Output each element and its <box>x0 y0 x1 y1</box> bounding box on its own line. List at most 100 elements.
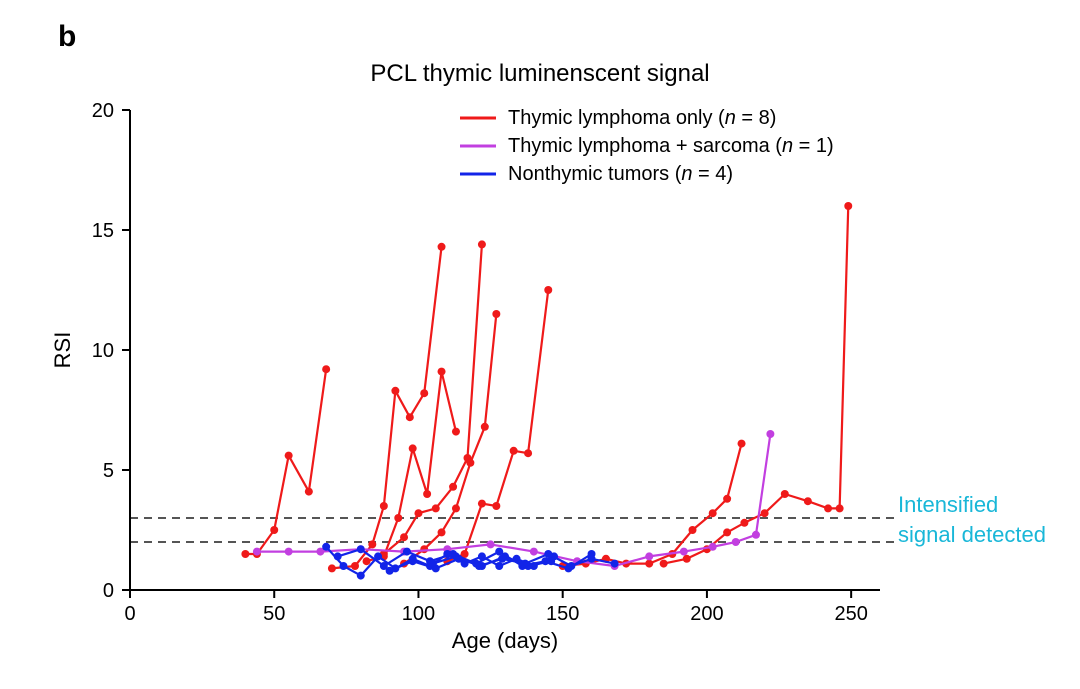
series-marker <box>452 504 460 512</box>
series-marker <box>495 562 503 570</box>
series-marker <box>510 447 518 455</box>
series-marker <box>492 310 500 318</box>
series-marker <box>423 490 431 498</box>
series-line <box>447 290 548 561</box>
series-marker <box>723 495 731 503</box>
series-marker <box>738 440 746 448</box>
series-marker <box>380 502 388 510</box>
legend-label: Thymic lymphoma only (n = 8) <box>508 107 776 129</box>
series-marker <box>305 488 313 496</box>
chart-svg: 0 50 100 150 200 250 0 5 10 15 20 Age (days) RSI Inte… <box>0 0 1080 689</box>
series-marker <box>544 550 552 558</box>
series-marker <box>409 444 417 452</box>
series-marker <box>752 531 760 539</box>
series-marker <box>420 545 428 553</box>
series-marker <box>680 548 688 556</box>
series-marker <box>438 528 446 536</box>
series-marker <box>723 528 731 536</box>
series-marker <box>363 557 371 565</box>
series-marker <box>709 543 717 551</box>
series-marker <box>709 509 717 517</box>
series-marker <box>391 387 399 395</box>
series-marker <box>781 490 789 498</box>
x-tick-label: 150 <box>546 603 579 625</box>
threshold-annotation: Intensified <box>898 492 998 517</box>
series-marker <box>432 504 440 512</box>
series-marker <box>357 572 365 580</box>
series-marker <box>740 519 748 527</box>
series-marker <box>452 552 460 560</box>
x-tick-label: 200 <box>690 603 723 625</box>
series-marker <box>836 504 844 512</box>
series-marker <box>530 548 538 556</box>
series-marker <box>409 557 417 565</box>
y-axis-label: RSI <box>50 332 75 369</box>
legend-label: Nonthymic tumors (n = 4) <box>508 163 733 185</box>
legend-label: Thymic lymphoma + sarcoma (n = 1) <box>508 135 834 157</box>
series-marker <box>475 562 483 570</box>
series-marker <box>732 538 740 546</box>
series-marker <box>351 562 359 570</box>
series-marker <box>588 555 596 563</box>
y-tick-label: 0 <box>103 580 114 602</box>
x-tick-label: 100 <box>402 603 435 625</box>
x-tick-label: 0 <box>124 603 135 625</box>
series-marker <box>478 240 486 248</box>
series-marker <box>689 526 697 534</box>
series-marker <box>487 540 495 548</box>
series-marker <box>386 567 394 575</box>
x-tick-label: 50 <box>263 603 285 625</box>
series-marker <box>322 365 330 373</box>
series-marker <box>328 564 336 572</box>
series-marker <box>452 428 460 436</box>
x-tick-label: 250 <box>834 603 867 625</box>
series-line <box>664 206 849 564</box>
series-marker <box>524 449 532 457</box>
series-marker <box>270 526 278 534</box>
series-marker <box>414 509 422 517</box>
series-marker <box>253 548 261 556</box>
series-marker <box>804 497 812 505</box>
y-tick-label: 15 <box>92 220 114 242</box>
y-tick-label: 20 <box>92 100 114 122</box>
series-marker <box>481 423 489 431</box>
series-marker <box>357 545 365 553</box>
series-marker <box>406 413 414 421</box>
series-marker <box>368 540 376 548</box>
series-marker <box>492 502 500 510</box>
series-marker <box>438 243 446 251</box>
y-tick-label: 10 <box>92 340 114 362</box>
series-marker <box>611 560 619 568</box>
series-marker <box>241 550 249 558</box>
series-marker <box>394 514 402 522</box>
series-marker <box>438 368 446 376</box>
series-marker <box>285 452 293 460</box>
series-marker <box>400 533 408 541</box>
series-marker <box>420 389 428 397</box>
series-line <box>332 247 442 569</box>
figure-panel: { "panel_label":"b", "panel_label_fontsi… <box>0 0 1080 689</box>
series-marker <box>339 562 347 570</box>
series-marker <box>645 552 653 560</box>
series-marker <box>478 500 486 508</box>
series-marker <box>498 555 506 563</box>
x-axis-label: Age (days) <box>452 628 558 653</box>
y-tick-label: 5 <box>103 460 114 482</box>
series-line <box>404 314 496 564</box>
series-marker <box>429 560 437 568</box>
series-marker <box>285 548 293 556</box>
series-marker <box>403 548 411 556</box>
series-marker <box>766 430 774 438</box>
series-marker <box>761 509 769 517</box>
series-marker <box>544 286 552 294</box>
series-marker <box>334 552 342 560</box>
series-marker <box>466 459 474 467</box>
series-marker <box>824 504 832 512</box>
series-marker <box>844 202 852 210</box>
series-marker <box>449 483 457 491</box>
series-marker <box>645 560 653 568</box>
series-marker <box>683 555 691 563</box>
series-marker <box>547 557 555 565</box>
series-line <box>245 369 326 554</box>
threshold-annotation: signal detected <box>898 522 1046 547</box>
